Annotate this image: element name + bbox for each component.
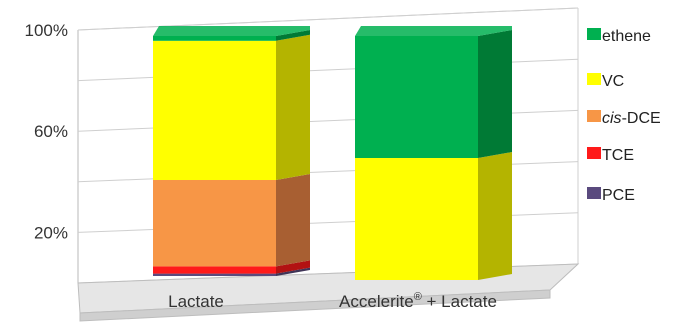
y-tick-label: 20% (34, 223, 68, 242)
bar-segment (153, 40, 276, 180)
legend-label-text: PCE (602, 187, 635, 204)
legend-swatch (587, 187, 601, 199)
legend-label-italic: cis (602, 110, 622, 127)
legend-swatch (587, 28, 601, 40)
legend-label: VC (602, 73, 624, 90)
bar-segment (153, 266, 276, 274)
bar-segment-side (276, 267, 310, 276)
legend-label: TCE (602, 147, 634, 164)
bar-segment (153, 180, 276, 267)
bar-segment-side (478, 152, 512, 280)
x-tick-label-base: Lactate (168, 292, 224, 311)
legend: ethene VC cis-DCE TCE PCE (587, 28, 661, 204)
bar-segment-side (478, 30, 512, 158)
x-tick-label-superscript: ® (414, 291, 422, 303)
x-tick-label: Accelerite® + Lactate (339, 291, 497, 311)
bar-stack (153, 26, 310, 276)
x-tick-label-base: Accelerite (339, 292, 414, 311)
y-tick-label: 60% (34, 122, 68, 141)
bar-segment (153, 273, 276, 276)
y-tick-label: 100% (25, 21, 68, 40)
legend-label-text: TCE (602, 147, 634, 164)
bar-stack (355, 26, 512, 280)
legend-label: cis-DCE (602, 110, 661, 127)
x-tick-label-rest: + Lactate (422, 292, 497, 311)
legend-swatch (587, 147, 601, 159)
legend-label: ethene (602, 28, 651, 45)
bar-segment-side (276, 174, 310, 267)
legend-label-text: ethene (602, 28, 651, 45)
bar-segment (355, 158, 478, 280)
legend-label: PCE (602, 187, 635, 204)
bar-top-cap (153, 26, 310, 36)
legend-swatch (587, 110, 601, 122)
bar-segment-side (276, 260, 310, 274)
bar-segment-side (276, 30, 310, 41)
x-tick-label: Lactate (168, 292, 224, 311)
legend-swatch (587, 73, 601, 85)
bar-segment (355, 36, 478, 158)
bar-segment-side (276, 34, 310, 180)
floor-front (79, 289, 551, 322)
legend-label-text: -DCE (622, 110, 661, 127)
bar-top-cap (355, 26, 512, 36)
legend-label-text: VC (602, 73, 624, 90)
bar-segment (153, 36, 276, 41)
